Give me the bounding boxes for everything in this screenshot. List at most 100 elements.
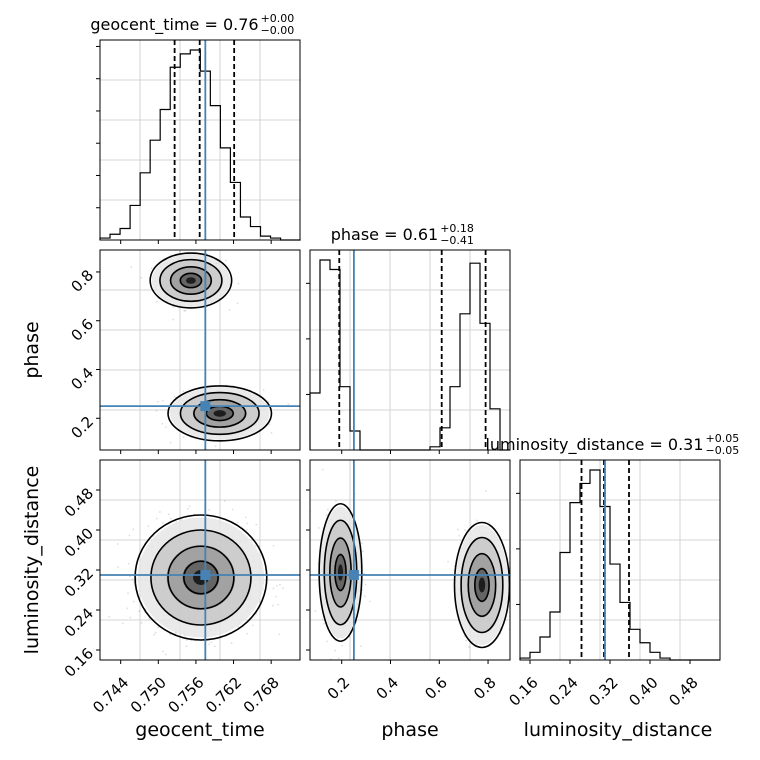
sample-point [154,631,157,634]
sample-point [246,522,249,525]
sample-point [236,302,239,305]
sample-point [231,508,234,511]
sample-point [161,422,164,425]
axis-label-luminosity_distance: luminosity_distance [524,719,713,741]
sample-point [341,644,343,647]
y-tick-label: 0.40 [61,524,97,560]
density-level [337,564,344,581]
sample-point [129,616,132,619]
sample-point [130,266,133,269]
sample-point [361,589,364,592]
sample-point [108,616,111,618]
sample-point [464,529,466,532]
sample-point [162,650,165,653]
title-sup: +0.18 [440,222,474,235]
contour [167,545,235,610]
scatter-phase-luminosity_distance [310,460,513,660]
contour [169,265,213,296]
sample-point [169,517,172,520]
contour [159,258,223,303]
sample-point [251,624,254,627]
sample-point [468,646,470,648]
sample-point [511,591,513,593]
sample-point [188,505,191,508]
sample-point [172,318,175,321]
sample-point [183,309,186,312]
truth-marker [348,570,359,580]
title-sup: +0.00 [261,12,295,25]
contour [134,514,268,641]
sample-point [361,550,364,553]
axis-label-phase: phase [381,719,438,741]
sample-point [364,595,366,598]
sample-point [132,528,135,531]
sample-point [314,610,317,612]
histogram-geocent_time [99,49,301,241]
y-tick-label: 0.6 [67,315,97,345]
sample-point [223,500,226,503]
sample-point [173,395,176,398]
sample-point [458,534,461,537]
sample-point [262,389,265,391]
contour [334,553,347,592]
sample-point [155,409,158,412]
contour [460,536,504,634]
sample-point [131,578,134,581]
sample-point [511,600,513,602]
sample-point [168,411,171,414]
sample-point [172,306,175,308]
sample-point [335,499,337,502]
contour [453,521,510,649]
sample-point [117,566,119,569]
x-tick-label: 0.4 [373,673,403,703]
sample-point [325,514,328,517]
sample-point [208,508,211,511]
sample-point [155,300,158,303]
title-sup: +0.05 [706,432,740,445]
sample-point [96,572,98,574]
sample-point [359,645,362,648]
x-tick-label: 0.762 [202,673,245,716]
sample-point [132,600,135,603]
sample-point [157,626,160,629]
sample-point [140,621,143,624]
sample-point [334,649,336,652]
sample-point [156,400,159,403]
title-base: luminosity_distance = 0.31 [485,435,703,455]
density-level [213,410,226,417]
sample-point [140,276,143,279]
contour [179,272,203,289]
x-tick-label: 0.8 [470,673,500,703]
sample-point [167,513,170,516]
title-sub: −0.05 [706,444,740,457]
x-tick-label: 0.40 [625,673,661,709]
sample-point [179,250,182,253]
x-tick-label: 0.750 [127,673,170,716]
title-base: geocent_time = 0.76 [90,15,258,35]
sample-point [246,632,248,635]
sample-point [326,640,328,643]
sample-point [210,641,213,644]
panel-frame-2-2 [519,459,721,661]
y-tick-label: 0.8 [67,266,97,296]
x-tick-label: 0.2 [324,673,354,703]
sample-point [465,639,468,642]
sample-point [214,645,216,648]
sample-point [363,572,365,575]
axis-label-luminosity_distance: luminosity_distance [21,466,43,655]
sample-point [214,445,217,448]
sample-point [183,242,185,244]
sample-point [128,575,131,578]
sample-point [254,544,257,547]
sample-point [279,583,281,586]
sample-point [488,521,491,524]
sample-point [159,511,161,513]
contour [150,529,252,626]
sample-point [228,309,231,311]
sample-point [463,635,466,638]
sample-point [364,583,367,586]
sample-point [164,426,167,428]
sample-point [326,508,329,511]
axis-label-geocent_time: geocent_time [135,719,264,741]
